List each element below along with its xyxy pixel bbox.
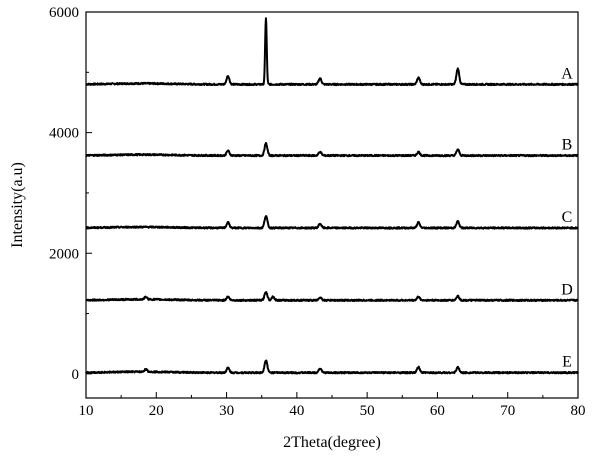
series-lines <box>85 17 579 375</box>
series-E-label: E <box>562 354 572 371</box>
series-A-line <box>85 17 579 87</box>
series-A-label: A <box>561 65 573 82</box>
series-C-line <box>85 215 579 230</box>
x-tick-label: 70 <box>500 403 515 419</box>
x-tick-label: 30 <box>219 403 234 419</box>
x-tick-label: 10 <box>79 403 94 419</box>
x-tick-label: 80 <box>571 403 586 419</box>
y-tick-label: 4000 <box>49 126 79 142</box>
series-D-label: D <box>561 281 573 298</box>
series-labels: A B C D E <box>561 65 573 370</box>
series-E-line <box>85 359 579 375</box>
axis-ticks: 10 20 30 40 50 60 70 80 0 2000 4000 6000 <box>49 5 586 419</box>
x-tick-label: 50 <box>360 403 375 419</box>
series-B-line <box>85 141 579 158</box>
y-axis-title: Intensity(a.u) <box>9 162 26 248</box>
plot-frame <box>85 11 579 399</box>
x-axis-title: 2Theta(degree) <box>283 434 381 451</box>
series-D-line <box>85 291 579 303</box>
x-tick-label: 40 <box>289 403 304 419</box>
series-C-label: C <box>562 209 573 226</box>
y-tick-label: 2000 <box>49 246 79 262</box>
series-B-label: B <box>562 137 573 154</box>
y-tick-label: 6000 <box>49 5 79 21</box>
x-tick-label: 20 <box>149 403 164 419</box>
x-tick-label: 60 <box>430 403 445 419</box>
y-tick-label: 0 <box>72 367 80 383</box>
